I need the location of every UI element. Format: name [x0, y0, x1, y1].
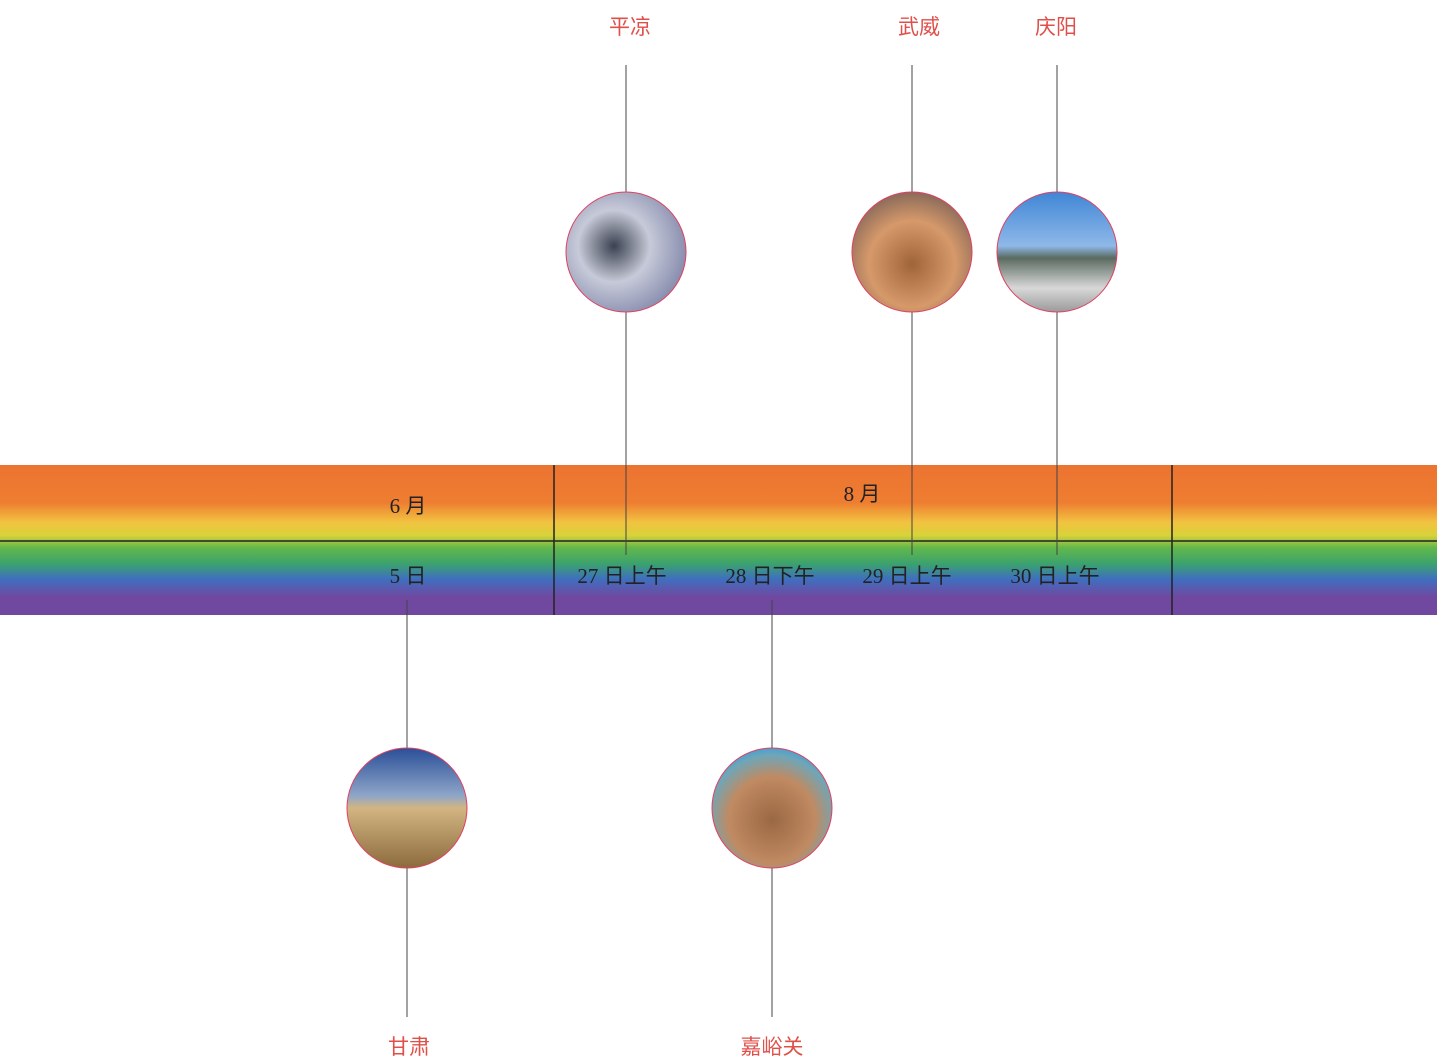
timeline-band [0, 465, 1437, 615]
place-label: 平凉 [609, 15, 651, 39]
place-photo [997, 192, 1117, 312]
place-photo [852, 192, 972, 312]
timeline: 6 月 8 月 5 日 27 日上午 28 日下午 29 日上午 30 日上午 … [0, 0, 1437, 1062]
day-label: 29 日上午 [862, 564, 951, 588]
place-label: 庆阳 [1035, 15, 1077, 39]
place-label: 嘉峪关 [741, 1035, 804, 1059]
day-label: 30 日上午 [1010, 564, 1099, 588]
month-label: 6 月 [390, 494, 427, 518]
day-label: 28 日下午 [725, 564, 814, 588]
day-label: 5 日 [390, 564, 427, 588]
place-photo [347, 748, 467, 868]
place-label: 甘肃 [388, 1035, 430, 1059]
place-photo [566, 192, 686, 312]
month-label: 8 月 [844, 482, 881, 506]
place-label: 武威 [898, 15, 940, 39]
day-label: 27 日上午 [577, 564, 666, 588]
place-photo [712, 748, 832, 868]
